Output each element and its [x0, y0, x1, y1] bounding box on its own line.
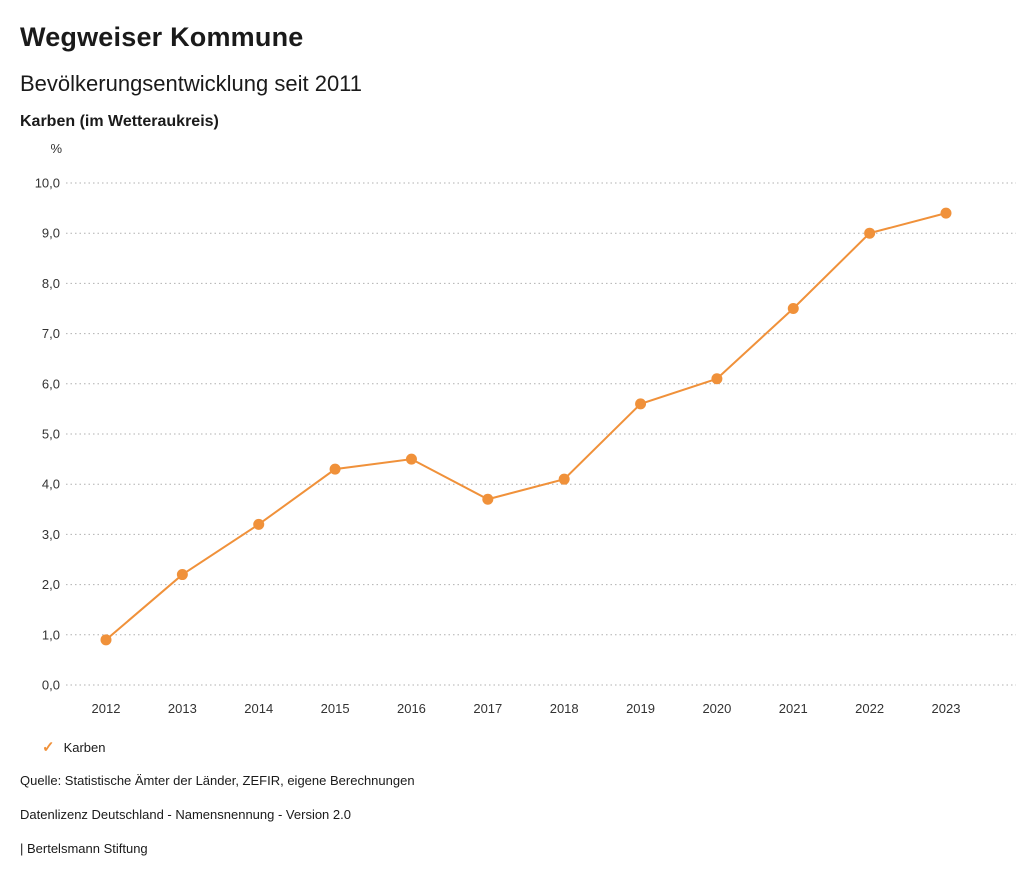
x-tick-label: 2014	[244, 701, 273, 716]
data-point[interactable]	[482, 493, 494, 505]
chart-location-label: Karben (im Wetteraukreis)	[20, 113, 219, 130]
data-point[interactable]	[176, 569, 188, 581]
x-tick-label: 2020	[702, 701, 731, 716]
data-point[interactable]	[940, 207, 952, 219]
x-tick-label: 2023	[932, 701, 961, 716]
x-tick-label: 2012	[92, 701, 121, 716]
data-point[interactable]	[329, 463, 341, 475]
x-tick-label: 2021	[779, 701, 808, 716]
data-point[interactable]	[405, 453, 417, 465]
y-tick-label: 7,0	[42, 326, 60, 341]
y-tick-label: 1,0	[42, 627, 60, 642]
y-tick-label: 2,0	[42, 577, 60, 592]
chart-container: % 0,0 1,0 2,0 3,0 4,0 5,0 6,0 7,0 8,0 9,0 10,0 2012 2…	[20, 137, 1016, 734]
x-tick-label: 2013	[168, 701, 197, 716]
y-tick-label: 0,0	[42, 678, 60, 693]
series-line-karben	[105, 212, 947, 641]
y-tick-label: 6,0	[42, 376, 60, 391]
x-tick-label: 2018	[550, 701, 579, 716]
footer: Quelle: Statistische Ämter der Länder, Z…	[20, 773, 1010, 856]
data-point[interactable]	[787, 303, 799, 314]
y-tick-label: 8,0	[42, 276, 60, 291]
legend-item-label: Karben	[63, 740, 106, 755]
population-line-chart: % 0,0 1,0 2,0 3,0 4,0 5,0 6,0 7,0 8,0 9,0 10,0 2012 2…	[35, 141, 1016, 716]
x-tick-label: 2017	[473, 701, 502, 716]
footer-source: Quelle: Statistische Ämter der Länder, Z…	[20, 773, 415, 788]
x-tick-label: 2022	[855, 701, 884, 716]
y-axis-unit-label: %	[50, 141, 62, 156]
footer-license: Datenlizenz Deutschland - Namensnennung …	[20, 807, 351, 822]
data-point[interactable]	[253, 518, 265, 530]
x-tick-label: 2019	[626, 701, 655, 716]
data-point[interactable]	[100, 634, 112, 646]
y-tick-label: 5,0	[42, 427, 60, 442]
y-tick-label: 4,0	[42, 477, 60, 492]
y-tick-label: 9,0	[42, 226, 60, 241]
chart-subtitle: Bevölkerungsentwicklung seit 2011	[20, 71, 363, 96]
y-tick-label: 10,0	[35, 176, 60, 191]
y-tick-label: 3,0	[42, 527, 60, 542]
footer-branding: | Bertelsmann Stiftung	[20, 841, 148, 856]
x-tick-label: 2016	[397, 701, 426, 716]
data-point[interactable]	[558, 473, 570, 485]
page-title: Wegweiser Kommune	[20, 22, 304, 52]
data-point[interactable]	[635, 398, 647, 410]
legend-check-icon: ✓	[42, 739, 55, 756]
legend-item-karben[interactable]: ✓ Karben	[42, 740, 1010, 755]
x-tick-label: 2015	[321, 701, 350, 716]
data-point[interactable]	[711, 373, 723, 385]
data-point[interactable]	[864, 227, 876, 239]
